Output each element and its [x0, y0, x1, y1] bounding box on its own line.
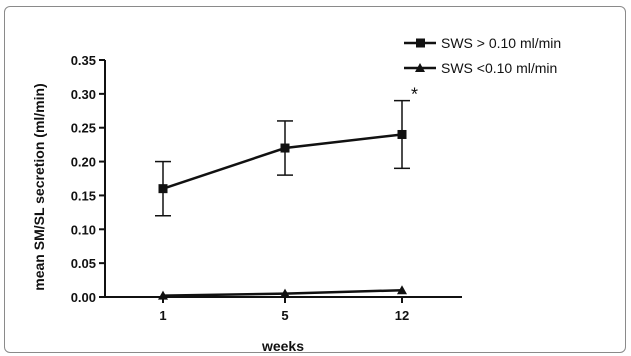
- y-tick-label: 0.20: [71, 155, 96, 170]
- legend: SWS > 0.10 ml/min SWS <0.10 ml/min: [404, 35, 561, 76]
- data-point: [158, 184, 168, 194]
- legend-item: SWS > 0.10 ml/min: [404, 35, 561, 51]
- x-tick-label: 1: [159, 308, 166, 323]
- series-layer: *: [155, 85, 418, 300]
- chart-frame: [4, 6, 626, 353]
- y-tick-label: 0.00: [71, 290, 96, 305]
- y-axis-title: mean SM/SL secretion (ml/min): [31, 83, 47, 290]
- significance-marker: *: [411, 85, 418, 105]
- x-tick-label: 12: [395, 308, 409, 323]
- y-tick-label: 0.30: [71, 87, 96, 102]
- x-tick-label: 5: [281, 308, 288, 323]
- y-tick-labels: 0.00 0.05 0.10 0.15 0.20 0.25 0.30 0.35: [71, 53, 96, 305]
- legend-item: SWS <0.10 ml/min: [404, 60, 557, 76]
- data-point: [158, 290, 168, 300]
- legend-marker: [415, 63, 425, 72]
- y-tick-label: 0.35: [71, 53, 96, 68]
- x-axis-title: weeks: [261, 338, 304, 354]
- series-1: [155, 99, 410, 217]
- data-point: [397, 129, 407, 139]
- y-tick-label: 0.10: [71, 222, 96, 237]
- y-tick-label: 0.25: [71, 121, 96, 136]
- legend-label: SWS > 0.10 ml/min: [441, 35, 561, 51]
- series-2: [158, 285, 407, 300]
- axes: [99, 59, 462, 303]
- legend-label: SWS <0.10 ml/min: [441, 60, 557, 76]
- y-tick-label: 0.15: [71, 188, 96, 203]
- x-tick-labels: 1 5 12: [159, 308, 409, 323]
- y-tick-label: 0.05: [71, 256, 96, 271]
- data-point: [397, 285, 407, 295]
- series-line: [162, 133, 403, 190]
- legend-marker: [416, 38, 425, 48]
- data-point: [280, 288, 290, 298]
- data-point: [280, 143, 290, 153]
